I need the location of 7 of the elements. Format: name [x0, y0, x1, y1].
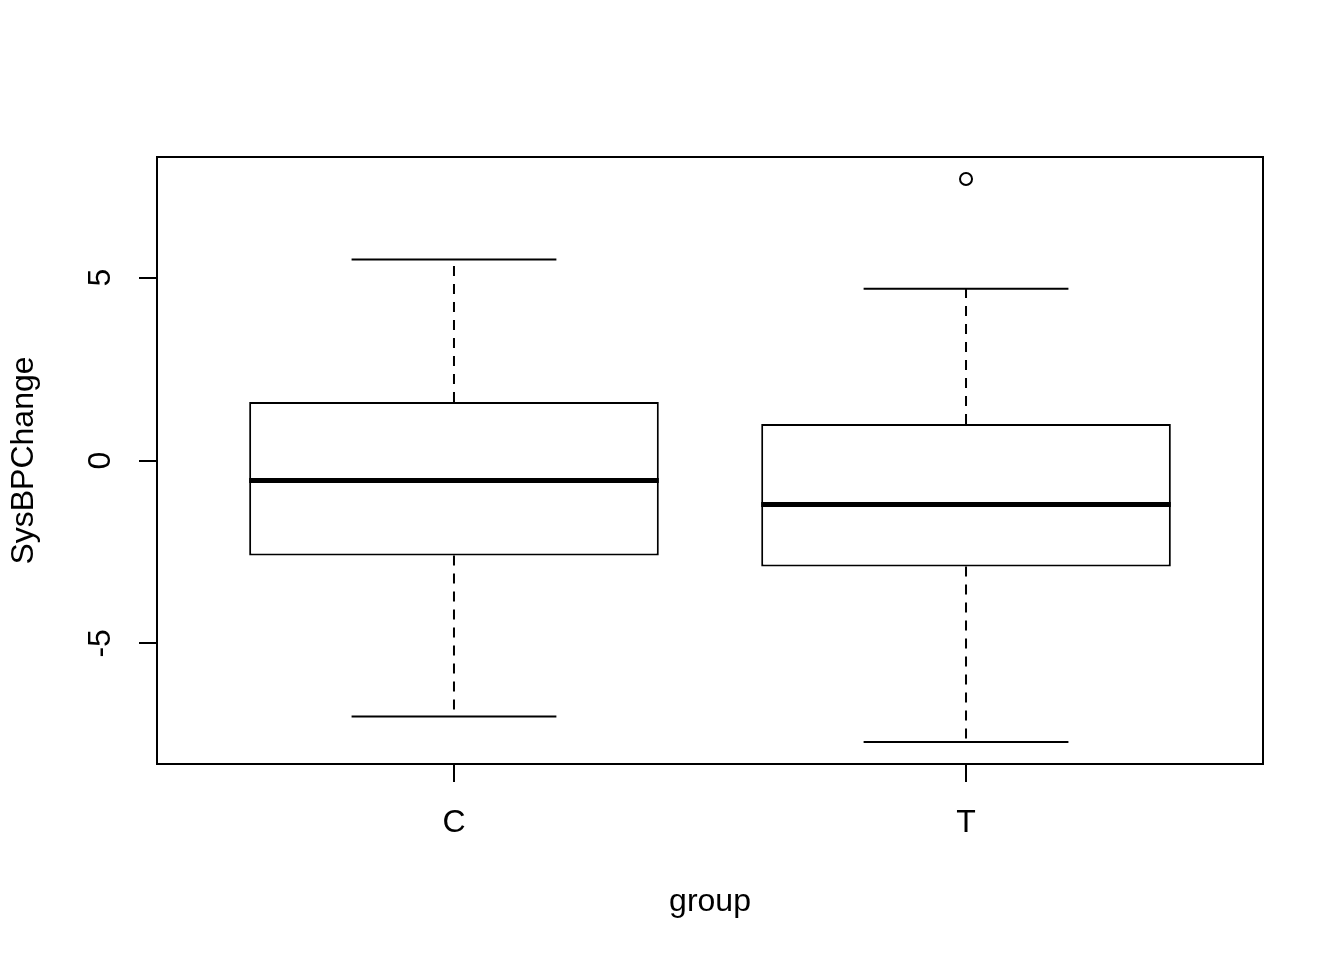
x-tick-label: T — [956, 803, 976, 840]
y-axis-title: SysBPChange — [4, 356, 41, 565]
x-axis-title: group — [669, 881, 751, 918]
y-tick-label: 5 — [80, 268, 117, 287]
y-tick-label: -5 — [80, 629, 117, 658]
x-tick-label: C — [442, 803, 466, 840]
y-tick-label: 0 — [80, 451, 117, 470]
